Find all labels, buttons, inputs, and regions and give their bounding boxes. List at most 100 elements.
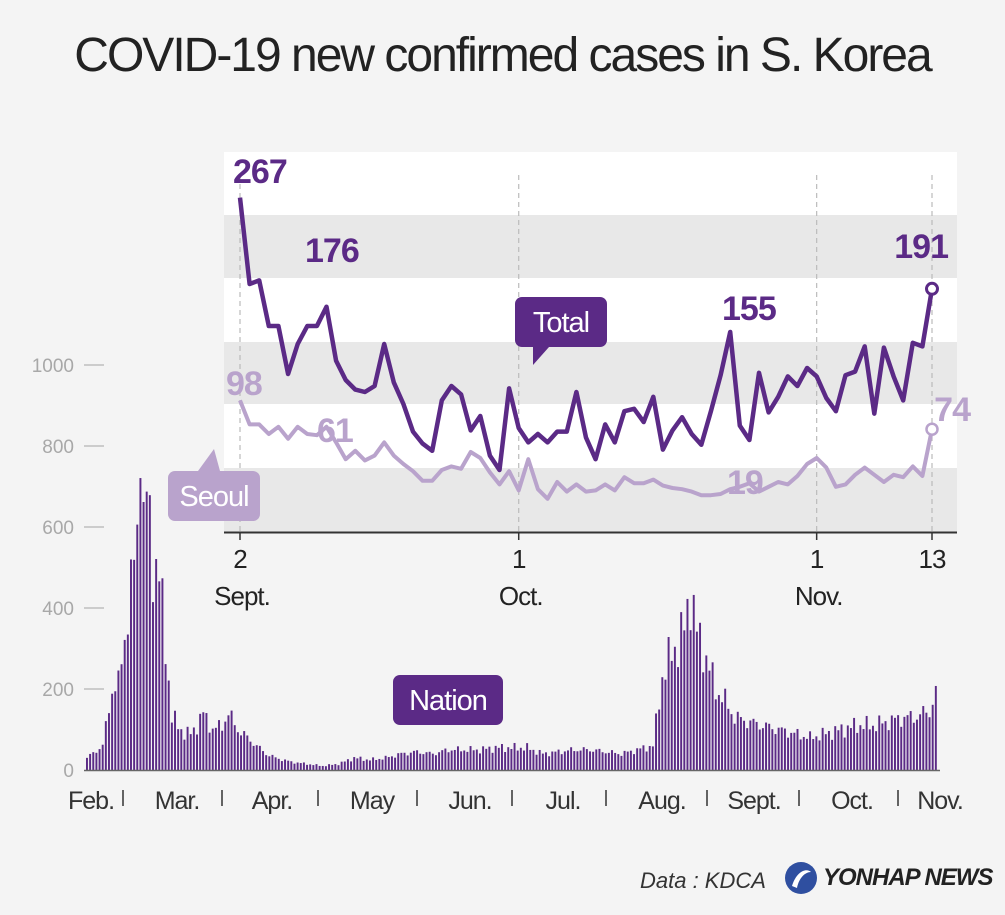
nation-bar	[695, 631, 698, 770]
nation-bar	[667, 637, 670, 770]
seoul-annotation: 19	[727, 464, 763, 502]
nation-bar	[390, 756, 393, 770]
nation-bar	[849, 728, 852, 770]
nation-bar	[683, 630, 686, 770]
month-label: Aug.	[638, 787, 685, 815]
nation-bar	[765, 722, 768, 770]
nation-bar	[724, 688, 727, 770]
nation-bar	[309, 764, 312, 770]
nation-bar	[252, 745, 255, 770]
nation-bar	[284, 759, 287, 770]
nation-bar	[705, 655, 708, 770]
nation-bar	[859, 725, 862, 770]
nation-bar	[155, 559, 158, 770]
nation-bar	[846, 725, 849, 770]
nation-bar	[617, 754, 620, 770]
nation-bar	[721, 702, 724, 770]
nation-bar	[397, 753, 400, 770]
nation-bar	[469, 746, 472, 770]
inset-x-month-label: Sept.	[214, 581, 270, 611]
nation-bar	[878, 715, 881, 770]
nation-bar	[504, 752, 507, 770]
nation-bar	[680, 612, 683, 770]
inset-x-tick-label: 1	[810, 544, 824, 574]
nation-bar	[783, 728, 786, 770]
nation-bar	[614, 752, 617, 770]
nation-bar	[324, 766, 327, 770]
nation-bar	[133, 559, 136, 770]
nation-bar	[403, 752, 406, 770]
nation-bar	[365, 759, 368, 770]
nation-bar	[265, 755, 268, 770]
total-line	[237, 197, 935, 473]
nation-bar	[809, 731, 812, 770]
yonhap-globe-icon	[785, 862, 817, 894]
nation-bar	[805, 738, 808, 770]
nation-bar	[893, 717, 896, 770]
nation-bar	[353, 757, 356, 770]
nation-bar	[136, 524, 139, 770]
inset-x-month-label: Oct.	[499, 581, 543, 611]
nation-bar	[749, 720, 752, 770]
total-end-marker	[925, 281, 939, 296]
nation-bar	[607, 752, 610, 770]
nation-bar	[196, 734, 198, 770]
nation-bar	[711, 662, 714, 770]
nation-bar	[280, 761, 283, 770]
nation-bar	[214, 727, 217, 770]
nation-bar	[692, 594, 695, 770]
nation-bar	[362, 760, 365, 770]
nation-bar	[255, 745, 258, 770]
nation-bar	[114, 691, 117, 770]
nation-bar	[434, 755, 437, 770]
nation-bar	[686, 598, 689, 770]
nation-bar	[331, 764, 334, 770]
nation-bar	[205, 713, 208, 770]
nation-bar	[642, 745, 645, 770]
nation-bar	[579, 750, 582, 770]
nation-bar	[629, 750, 632, 770]
nation-bar	[497, 747, 500, 770]
nation-bar	[626, 751, 629, 770]
nation-bar	[824, 734, 827, 770]
nation-bar	[441, 750, 444, 770]
nation-bar	[227, 715, 230, 770]
nation-y-tick-label: 600	[42, 518, 74, 539]
nation-bar	[787, 737, 790, 770]
nation-bar	[620, 755, 623, 770]
month-label: Mar.	[155, 787, 200, 815]
nation-y-tick-label: 0	[63, 761, 74, 782]
nation-bar	[120, 664, 123, 770]
nation-bar	[871, 725, 874, 770]
nation-bar	[664, 679, 667, 770]
nation-bar	[771, 729, 774, 770]
nation-bar	[328, 764, 331, 770]
nation-bar	[623, 750, 626, 770]
nation-bar	[375, 760, 378, 770]
nation-bar	[152, 602, 154, 770]
nation-bar	[412, 750, 415, 770]
nation-bar	[501, 744, 503, 770]
nation-bar	[192, 727, 195, 770]
month-label: Nov.	[917, 787, 963, 815]
nation-bar	[111, 693, 114, 770]
nation-bar	[346, 759, 349, 770]
nation-bar	[343, 761, 346, 770]
nation-bar	[604, 753, 607, 770]
nation-bar	[180, 729, 183, 770]
nation-bar	[356, 758, 359, 770]
nation-bar	[865, 715, 868, 770]
nation-bar	[243, 731, 246, 770]
nation-bar	[727, 708, 730, 770]
nation-bar	[199, 713, 202, 770]
nation-bar	[249, 741, 252, 770]
month-label: Apr.	[252, 787, 292, 815]
nation-bar	[717, 695, 720, 770]
nation-bar	[183, 739, 186, 770]
nation-bar	[381, 759, 384, 770]
nation-bar	[513, 742, 516, 770]
nation-bar	[837, 730, 840, 770]
nation-bar	[535, 754, 538, 770]
nation-bar	[582, 747, 585, 770]
nation-bar	[302, 762, 305, 770]
